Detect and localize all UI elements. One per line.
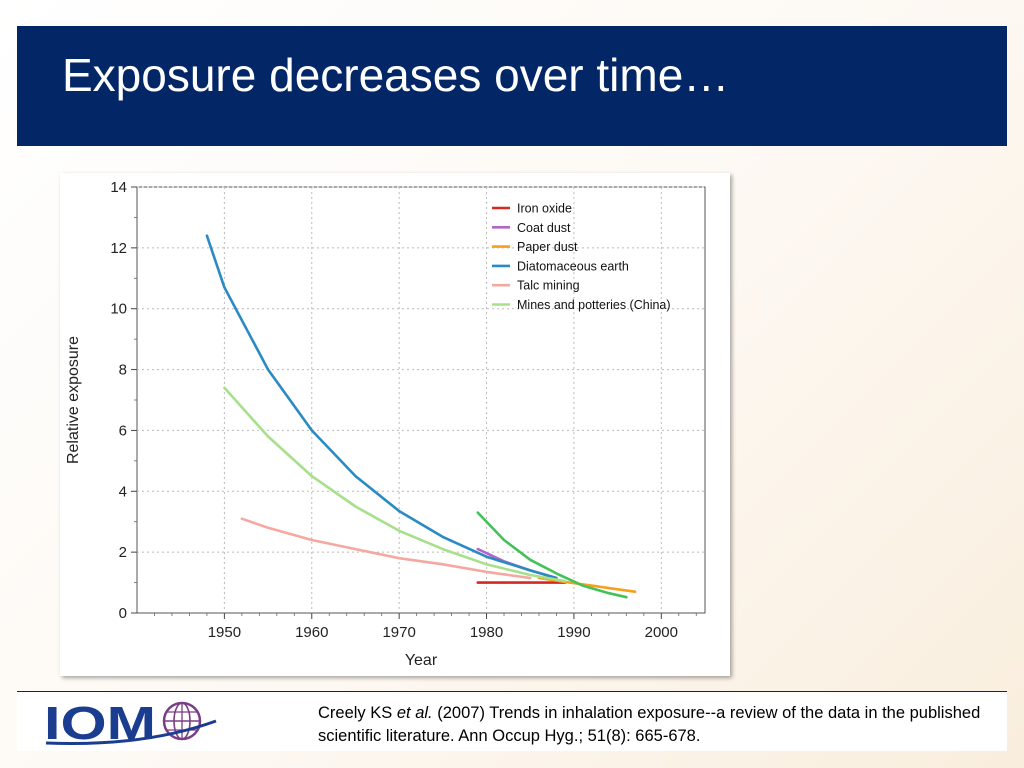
citation: Creely KS et al. (2007) Trends in inhala…	[318, 702, 1008, 748]
exposure-chart: 1950 1960 1970 1980 1990 2000 0 2 4 6 8 10 12 14 Year R…	[65, 179, 706, 669]
series-line-talc-mining	[240, 517, 532, 580]
legend-label: Coat dust	[517, 221, 571, 235]
legend-label: Paper dust	[517, 240, 578, 254]
y-tick-label: 2	[119, 544, 127, 561]
x-tick-label: 2000	[645, 624, 678, 641]
series-line-mines-and-potteries-china	[223, 386, 567, 583]
y-tick-label: 14	[110, 179, 127, 196]
x-axis-label: Year	[405, 652, 438, 669]
x-tick-label: 1960	[295, 624, 328, 641]
slide-title: Exposure decreases over time…	[62, 49, 730, 101]
y-tick-label: 4	[119, 483, 127, 500]
citation-rest: (2007) Trends in inhalation exposure--a …	[318, 704, 981, 745]
iom-logo: IOM	[34, 697, 219, 749]
chart-card: 1950 1960 1970 1980 1990 2000 0 2 4 6 8 10 12 14 Year R…	[60, 173, 730, 676]
legend-label: Mines and potteries (China)	[517, 298, 671, 312]
series-line-diatomaceous-earth	[205, 234, 558, 580]
y-tick-label: 10	[110, 301, 127, 318]
legend-label: Talc mining	[517, 279, 580, 293]
y-tick-label: 0	[119, 605, 127, 622]
legend-label: Diatomaceous earth	[517, 259, 629, 273]
x-tick-label: 1950	[208, 624, 241, 641]
series-line-unlabeled	[476, 511, 628, 599]
legend-label: Iron oxide	[517, 202, 572, 216]
y-tick-label: 8	[119, 362, 127, 379]
y-tick-label: 12	[110, 240, 127, 257]
title-bar: Exposure decreases over time…	[17, 26, 1007, 146]
citation-etal: et al.	[396, 704, 433, 722]
x-tick-label: 1980	[470, 624, 503, 641]
citation-author: Creely KS	[318, 704, 393, 722]
y-axis-label: Relative exposure	[65, 336, 82, 464]
x-tick-label: 1990	[557, 624, 590, 641]
y-tick-label: 6	[119, 422, 127, 439]
x-tick-label: 1970	[382, 624, 415, 641]
plot-frame	[136, 186, 706, 614]
